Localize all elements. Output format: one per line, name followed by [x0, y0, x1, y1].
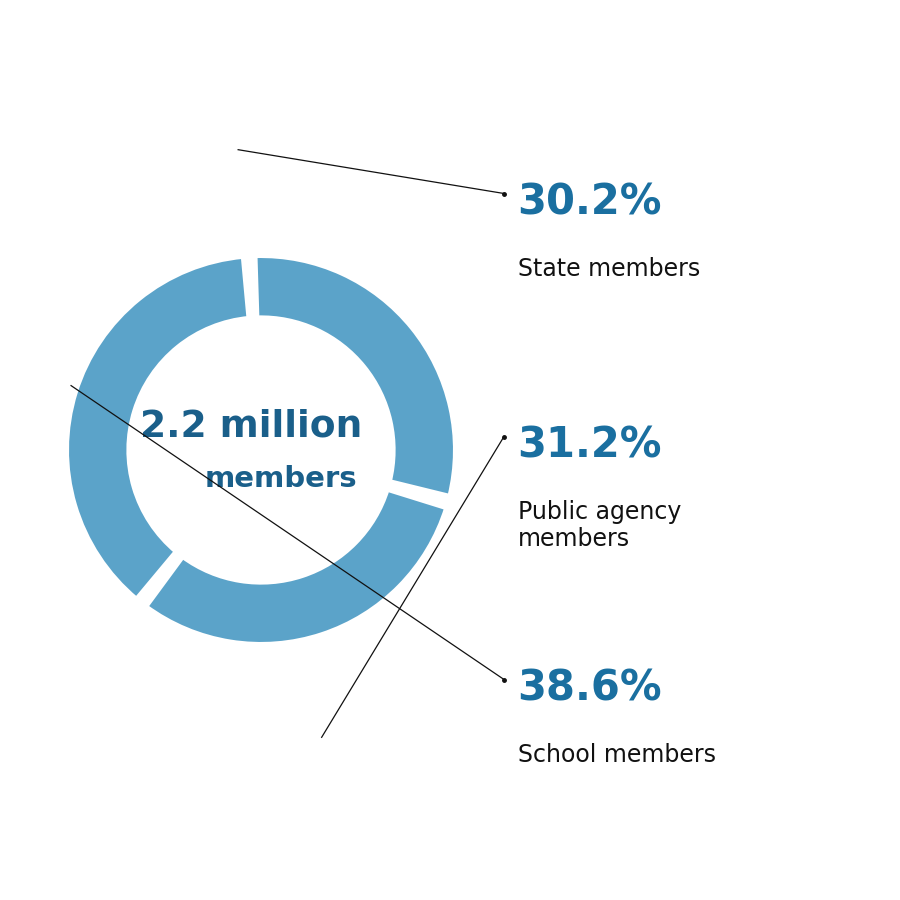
Wedge shape — [146, 490, 446, 644]
Text: 2.2 million: 2.2 million — [140, 409, 363, 445]
Text: School members: School members — [518, 742, 716, 767]
Text: Public agency
members: Public agency members — [518, 500, 681, 552]
Text: 30.2%: 30.2% — [518, 182, 662, 223]
Text: 38.6%: 38.6% — [518, 668, 662, 709]
Text: 31.2%: 31.2% — [518, 425, 662, 466]
Wedge shape — [67, 256, 249, 599]
Text: members: members — [204, 465, 356, 493]
Text: State members: State members — [518, 256, 700, 281]
Wedge shape — [255, 256, 455, 497]
